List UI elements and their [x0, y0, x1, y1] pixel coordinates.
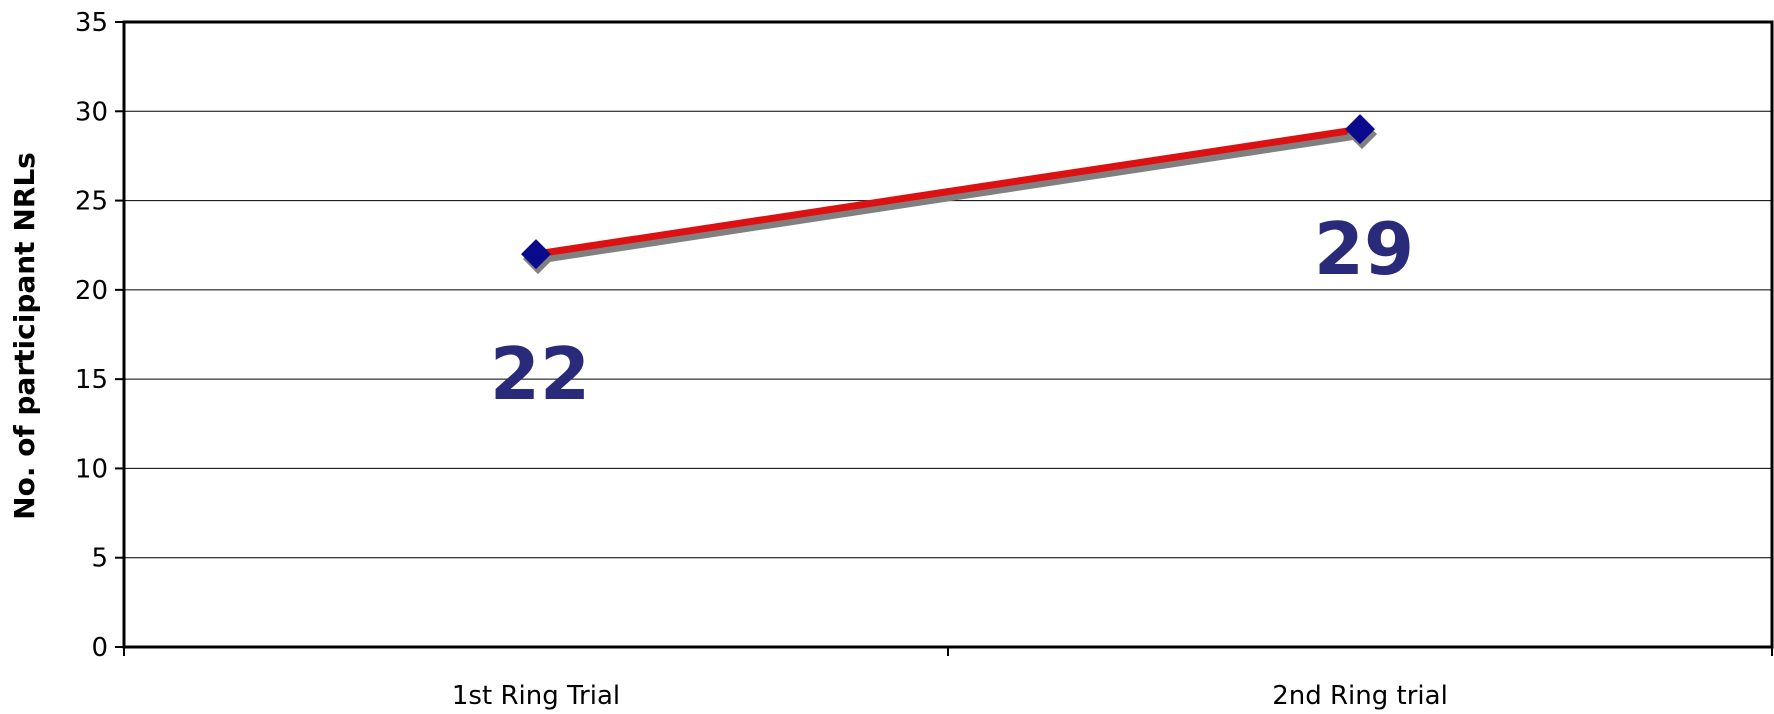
data-point-marker: [1345, 114, 1375, 145]
x-tick-label: 2nd Ring trial: [1272, 681, 1448, 711]
y-tick-label: 35: [75, 8, 108, 38]
y-tick-label: 25: [75, 187, 108, 217]
gridlines: [124, 110, 1772, 559]
y-tick-label: 30: [75, 97, 108, 127]
data-labels: 22 29: [490, 207, 1414, 416]
series-line-shadow: [534, 131, 1366, 264]
series-line: [532, 125, 1364, 258]
plot-area-border: [122, 20, 1774, 649]
x-axis-tick-labels: 1st Ring Trial 2nd Ring trial: [452, 681, 1448, 711]
y-tick-label: 0: [91, 633, 108, 663]
y-axis-tick-labels: 0 5 10 15 20 25 30 35: [75, 8, 108, 663]
y-tick-label: 20: [75, 276, 108, 306]
y-tick-label: 5: [91, 544, 108, 574]
y-tick-label: 10: [75, 454, 108, 484]
data-label: 29: [1314, 207, 1414, 291]
y-tick-label: 15: [75, 365, 108, 395]
x-tick-label: 1st Ring Trial: [452, 681, 620, 711]
y-axis-title: No. of participant NRLs: [8, 152, 41, 520]
data-label: 22: [490, 332, 590, 416]
axes: [115, 20, 1774, 656]
data-point-marker: [521, 239, 551, 270]
data-series: [521, 114, 1377, 275]
